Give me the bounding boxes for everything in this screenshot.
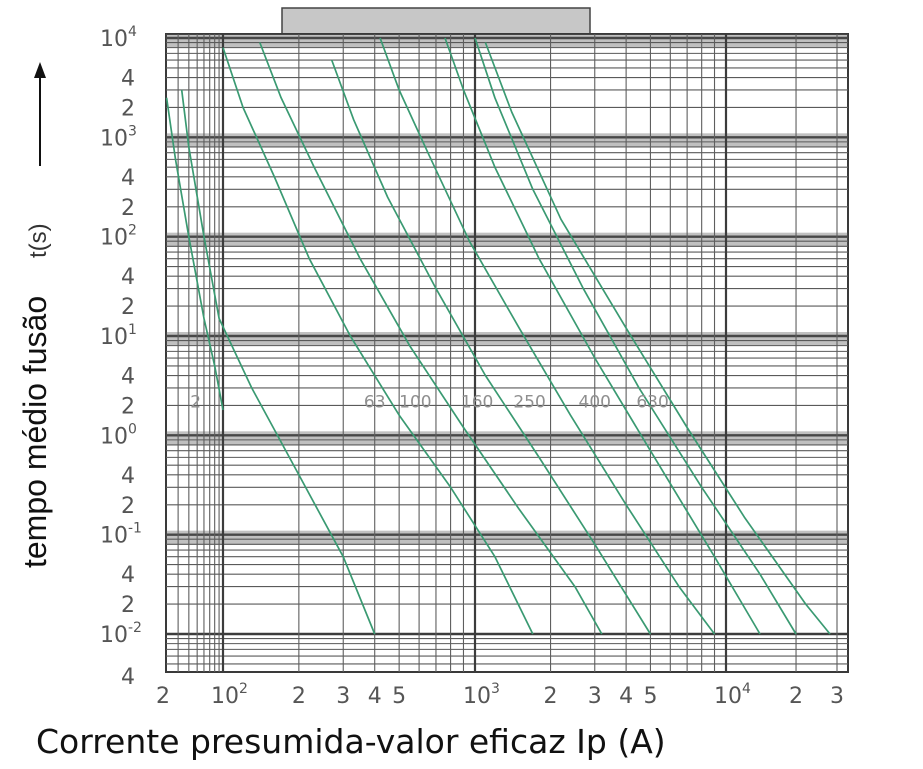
y-tick-label: 4 bbox=[121, 665, 135, 690]
x-tick-label: 3 bbox=[830, 684, 844, 709]
y-tick-label: 2 bbox=[121, 196, 135, 221]
y-tick-label: 4 bbox=[121, 67, 135, 92]
fuse-curve-3 bbox=[222, 47, 534, 635]
x-tick-label: 2 bbox=[789, 684, 803, 709]
y-tick-label: 102 bbox=[100, 223, 137, 251]
curve-rating-label: 250 bbox=[513, 393, 545, 413]
x-tick-label: 3 bbox=[336, 684, 350, 709]
y-axis-label: tempo médio fusão bbox=[17, 296, 53, 568]
y-tick-label: 4 bbox=[121, 365, 135, 390]
fuse-curve-2 bbox=[180, 89, 376, 635]
y-axis-title: tempo médio fusão bbox=[17, 296, 53, 568]
decade-band bbox=[166, 431, 848, 446]
top-header-block bbox=[281, 7, 591, 35]
decade-band bbox=[166, 232, 848, 247]
x-tick-labels: 2 102 2 3 4 5 103 2 3 4 5 104 2 3 bbox=[156, 681, 844, 709]
curve-rating-label: 630 bbox=[636, 393, 668, 413]
y-tick-label: 103 bbox=[100, 123, 137, 151]
curve-rating-label: 2 bbox=[190, 393, 201, 413]
plot-frame bbox=[165, 33, 849, 673]
y-tick-label: 10-1 bbox=[100, 521, 142, 549]
y-axis-unit: t(s) bbox=[25, 223, 52, 258]
x-tick-label: 103 bbox=[463, 681, 500, 709]
curve-rating-label: 63 bbox=[364, 393, 386, 413]
decade-band bbox=[166, 530, 848, 545]
y-tick-label: 100 bbox=[100, 421, 137, 449]
curve-rating-labels: 2 63 100 160 250 400 630 bbox=[190, 393, 669, 413]
y-tick-label: 4 bbox=[121, 563, 135, 588]
y-tick-label: 2 bbox=[121, 593, 135, 618]
curve-rating-label: 400 bbox=[579, 393, 611, 413]
y-axis-arrow-head bbox=[34, 62, 46, 78]
decade-band bbox=[166, 34, 848, 48]
x-tick-label: 4 bbox=[619, 684, 633, 709]
curve-rating-label: 100 bbox=[399, 393, 431, 413]
fuse-curve-7 bbox=[444, 37, 761, 635]
y-tick-label: 4 bbox=[121, 166, 135, 191]
x-tick-label: 5 bbox=[643, 684, 657, 709]
y-tick-label: 4 bbox=[121, 464, 135, 489]
fuse-curve-9 bbox=[484, 42, 831, 635]
x-tick-label: 3 bbox=[588, 684, 602, 709]
x-tick-label: 102 bbox=[211, 681, 248, 709]
x-tick-label: 5 bbox=[392, 684, 406, 709]
fuse-curve-8 bbox=[474, 37, 797, 635]
grid bbox=[165, 33, 849, 673]
y-tick-label: 4 bbox=[121, 265, 135, 290]
fuse-curve-4 bbox=[259, 42, 603, 635]
decade-band bbox=[166, 133, 848, 148]
y-tick-label: 2 bbox=[121, 96, 135, 121]
curve-rating-label: 160 bbox=[461, 393, 493, 413]
y-tick-label: 2 bbox=[121, 295, 135, 320]
fuse-curve-6 bbox=[379, 37, 716, 635]
y-axis-unit-label: t(s) bbox=[25, 223, 52, 258]
y-tick-label: 2 bbox=[121, 394, 135, 419]
x-tick-label: 2 bbox=[292, 684, 306, 709]
x-tick-label: 104 bbox=[714, 681, 751, 709]
x-tick-label: 2 bbox=[156, 684, 170, 709]
x-tick-label: 4 bbox=[368, 684, 382, 709]
curves bbox=[165, 37, 831, 635]
decade-band bbox=[166, 332, 848, 346]
y-tick-label: 10-2 bbox=[100, 620, 142, 648]
y-tick-label: 2 bbox=[121, 494, 135, 519]
x-axis-label: Corrente presumida-valor eficaz Ip (A) bbox=[36, 722, 666, 761]
y-tick-label: 101 bbox=[100, 322, 137, 350]
fuse-curve-1 bbox=[165, 97, 224, 411]
x-tick-label: 2 bbox=[544, 684, 558, 709]
y-tick-label: 104 bbox=[100, 24, 137, 52]
fuse-curve-5 bbox=[330, 59, 652, 635]
